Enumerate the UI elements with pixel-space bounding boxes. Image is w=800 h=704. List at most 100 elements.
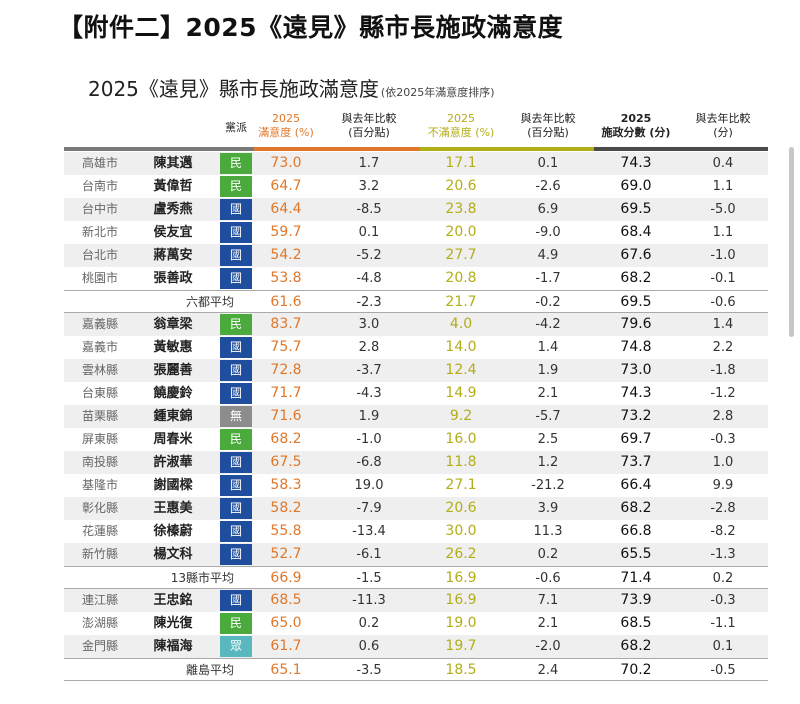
cell-dissatisfaction: 9.2 — [449, 408, 473, 424]
table-title-note: (依2025年滿意度排序) — [380, 86, 495, 99]
party-badge: 國 — [220, 544, 252, 565]
party-badge: 民 — [220, 314, 252, 335]
scrollbar[interactable] — [789, 147, 794, 337]
table-title: 2025《遠見》縣市長施政滿意度 (依2025年滿意度排序) — [88, 73, 494, 102]
cell-score: 71.4 — [620, 570, 652, 586]
cell-score-diff: -1.8 — [710, 363, 736, 378]
cell-mayor: 陳其邁 — [153, 156, 193, 171]
cell-score: 67.6 — [620, 247, 652, 263]
table-row: 台北市 蔣萬安 國 54.2 -5.2 27.7 4.9 67.6 -1.0 — [64, 244, 768, 267]
cell-score-diff: 1.0 — [712, 455, 734, 470]
header-dissatisfaction-diff-line2: (百分點) — [527, 126, 569, 139]
cell-city: 金門縣 — [81, 639, 118, 653]
cell-satisfaction-diff: 1.9 — [358, 409, 380, 424]
header-bar-dissatisfaction — [420, 147, 594, 151]
cell-score-diff: -1.2 — [710, 386, 736, 401]
cell-score-diff: -0.1 — [710, 271, 736, 286]
cell-dissatisfaction-diff: 2.1 — [537, 616, 559, 631]
cell-dissatisfaction: 20.6 — [445, 500, 477, 516]
cell-satisfaction-diff: -4.8 — [356, 271, 382, 286]
cell-satisfaction: 64.4 — [270, 201, 302, 217]
cell-dissatisfaction-diff: -21.2 — [531, 478, 565, 493]
cell-dissatisfaction: 4.0 — [449, 316, 473, 332]
cell-dissatisfaction: 23.8 — [445, 201, 477, 217]
cell-dissatisfaction-diff: 1.4 — [537, 340, 559, 355]
cell-satisfaction-diff: -4.3 — [356, 386, 382, 401]
cell-score: 74.8 — [620, 339, 652, 355]
table-row: 新北市 侯友宜 國 59.7 0.1 20.0 -9.0 68.4 1.1 — [64, 221, 768, 244]
average-row: 13縣市平均 66.9 -1.5 16.9 -0.6 71.4 0.2 — [64, 566, 768, 589]
header-satisfaction-label: 滿意度 (%) — [258, 126, 314, 139]
cell-dissatisfaction: 27.7 — [445, 247, 477, 263]
table-row: 台南市 黃偉哲 民 64.7 3.2 20.6 -2.6 69.0 1.1 — [64, 175, 768, 198]
cell-dissatisfaction-diff: -0.2 — [535, 295, 561, 310]
cell-city: 彰化縣 — [81, 501, 118, 515]
cell-score: 65.5 — [620, 546, 652, 562]
cell-city: 嘉義市 — [81, 340, 118, 354]
cell-score: 69.7 — [620, 431, 652, 447]
cell-dissatisfaction: 16.9 — [445, 570, 477, 586]
cell-dissatisfaction-diff: -2.6 — [535, 179, 561, 194]
cell-score-diff: 1.1 — [712, 225, 734, 240]
cell-satisfaction-diff: -5.2 — [356, 248, 382, 263]
cell-city: 高雄市 — [81, 156, 118, 170]
cell-mayor: 王惠美 — [153, 501, 193, 516]
average-row: 六都平均 61.6 -2.3 21.7 -0.2 69.5 -0.6 — [64, 290, 768, 313]
cell-city: 新北市 — [81, 225, 118, 239]
table-row: 南投縣 許淑華 國 67.5 -6.8 11.8 1.2 73.7 1.0 — [64, 451, 768, 474]
cell-score: 74.3 — [620, 155, 652, 171]
cell-score: 68.2 — [620, 638, 652, 654]
cell-mayor: 張善政 — [153, 271, 193, 286]
cell-satisfaction-diff: -8.5 — [356, 202, 382, 217]
cell-city: 基隆市 — [81, 478, 118, 492]
cell-satisfaction: 66.9 — [270, 570, 302, 586]
cell-score: 68.4 — [620, 224, 652, 240]
average-label: 六都平均 — [185, 295, 234, 309]
cell-dissatisfaction-diff: 11.3 — [533, 524, 563, 539]
cell-dissatisfaction: 26.2 — [445, 546, 477, 562]
cell-score: 68.2 — [620, 270, 652, 286]
party-badge: 國 — [220, 452, 252, 473]
cell-dissatisfaction: 11.8 — [445, 454, 477, 470]
cell-score-diff: -0.3 — [710, 593, 736, 608]
cell-city: 苗栗縣 — [81, 409, 118, 423]
table-row: 屏東縣 周春米 民 68.2 -1.0 16.0 2.5 69.7 -0.3 — [64, 428, 768, 451]
cell-score-diff: -0.5 — [710, 663, 736, 678]
table-row: 連江縣 王忠銘 國 68.5 -11.3 16.9 7.1 73.9 -0.3 — [64, 589, 768, 612]
table-row: 彰化縣 王惠美 國 58.2 -7.9 20.6 3.9 68.2 -2.8 — [64, 497, 768, 520]
cell-city: 台南市 — [81, 179, 118, 193]
party-badge: 國 — [220, 245, 252, 266]
cell-satisfaction-diff: -1.5 — [356, 571, 382, 586]
cell-score: 70.2 — [620, 662, 652, 678]
cell-mayor: 徐榛蔚 — [153, 524, 193, 539]
cell-satisfaction: 72.8 — [270, 362, 302, 378]
cell-score: 69.0 — [620, 178, 652, 194]
header-dissatisfaction: 2025 不滿意度 (%) — [420, 112, 502, 140]
cell-dissatisfaction-diff: -5.7 — [535, 409, 561, 424]
cell-satisfaction-diff: -7.9 — [356, 501, 382, 516]
cell-score: 73.7 — [620, 454, 652, 470]
cell-satisfaction: 55.8 — [270, 523, 302, 539]
cell-satisfaction: 58.3 — [270, 477, 302, 493]
cell-satisfaction-diff: 3.0 — [358, 317, 380, 332]
header-party: 黨派 — [220, 121, 252, 135]
cell-score-diff: 2.8 — [712, 409, 734, 424]
cell-satisfaction: 75.7 — [270, 339, 302, 355]
cell-dissatisfaction: 27.1 — [445, 477, 477, 493]
cell-satisfaction-diff: 1.7 — [358, 156, 380, 171]
cell-dissatisfaction: 17.1 — [445, 155, 477, 171]
header-score: 2025 施政分數 (分) — [594, 112, 678, 140]
cell-dissatisfaction-diff: -9.0 — [535, 225, 561, 240]
cell-dissatisfaction: 14.9 — [445, 385, 477, 401]
table-row: 台中市 盧秀燕 國 64.4 -8.5 23.8 6.9 69.5 -5.0 — [64, 198, 768, 221]
cell-score: 66.8 — [620, 523, 652, 539]
cell-city: 台北市 — [81, 248, 118, 262]
cell-dissatisfaction-diff: 4.9 — [537, 248, 559, 263]
table-row: 嘉義市 黃敏惠 國 75.7 2.8 14.0 1.4 74.8 2.2 — [64, 336, 768, 359]
cell-dissatisfaction-diff: -4.2 — [535, 317, 561, 332]
cell-score: 74.3 — [620, 385, 652, 401]
cell-mayor: 侯友宜 — [153, 225, 193, 240]
cell-score-diff: -1.0 — [710, 248, 736, 263]
party-badge: 國 — [220, 521, 252, 542]
cell-score-diff: -5.0 — [710, 202, 736, 217]
